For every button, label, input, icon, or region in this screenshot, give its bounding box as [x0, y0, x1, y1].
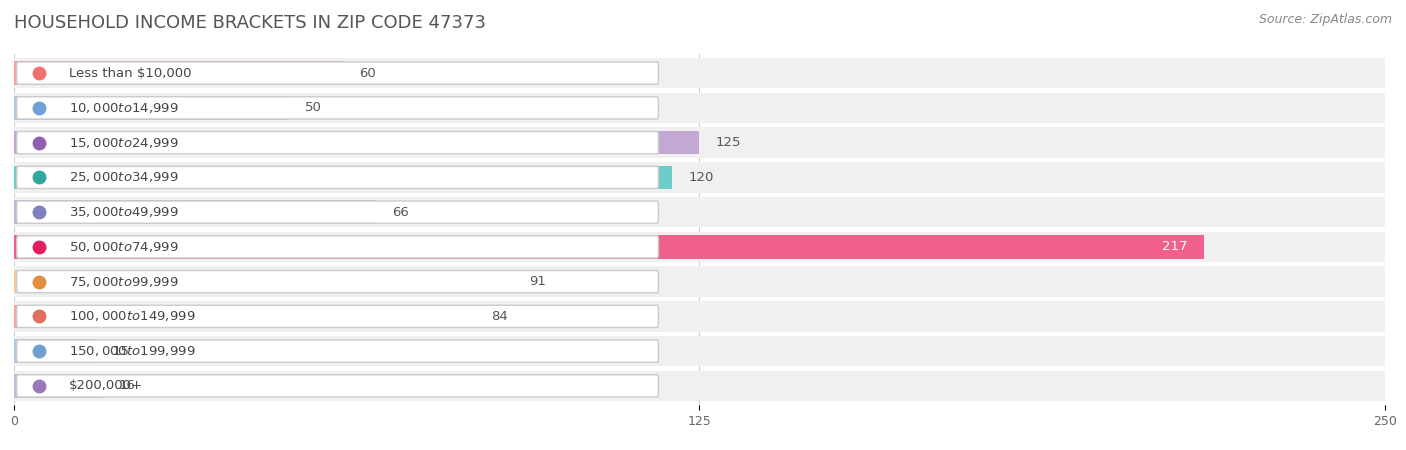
Text: 15: 15	[112, 345, 129, 358]
Text: 217: 217	[1161, 240, 1188, 253]
Bar	[14, 232, 1385, 262]
Text: 125: 125	[716, 136, 741, 149]
Text: 84: 84	[491, 310, 508, 323]
FancyBboxPatch shape	[17, 340, 658, 362]
Text: $150,000 to $199,999: $150,000 to $199,999	[69, 344, 195, 358]
Bar	[14, 197, 1385, 227]
Bar	[14, 305, 475, 328]
Text: 16: 16	[118, 379, 135, 392]
Bar	[14, 127, 1385, 158]
Bar	[14, 61, 343, 85]
Bar	[14, 93, 1385, 123]
FancyBboxPatch shape	[17, 62, 658, 84]
Bar	[14, 339, 96, 363]
Bar	[14, 371, 1385, 401]
Bar	[14, 166, 672, 189]
Text: 120: 120	[689, 171, 714, 184]
Bar	[14, 270, 513, 293]
Bar	[14, 96, 288, 120]
Text: 91: 91	[530, 275, 547, 288]
FancyBboxPatch shape	[17, 375, 658, 397]
FancyBboxPatch shape	[17, 270, 658, 293]
Text: 60: 60	[360, 67, 377, 80]
Bar	[14, 200, 375, 224]
Text: $75,000 to $99,999: $75,000 to $99,999	[69, 274, 179, 288]
FancyBboxPatch shape	[17, 201, 658, 223]
Text: 66: 66	[392, 206, 409, 219]
Text: $200,000+: $200,000+	[69, 379, 143, 392]
Text: $35,000 to $49,999: $35,000 to $49,999	[69, 205, 179, 219]
FancyBboxPatch shape	[17, 305, 658, 328]
Bar	[14, 162, 1385, 193]
Bar	[14, 235, 1204, 259]
Text: Less than $10,000: Less than $10,000	[69, 67, 191, 80]
Text: $15,000 to $24,999: $15,000 to $24,999	[69, 135, 179, 149]
Bar	[14, 58, 1385, 88]
FancyBboxPatch shape	[17, 166, 658, 189]
Bar	[14, 374, 101, 398]
Bar	[14, 301, 1385, 332]
Text: $100,000 to $149,999: $100,000 to $149,999	[69, 310, 195, 324]
Bar	[14, 266, 1385, 297]
FancyBboxPatch shape	[17, 236, 658, 258]
Text: Source: ZipAtlas.com: Source: ZipAtlas.com	[1258, 14, 1392, 27]
Text: HOUSEHOLD INCOME BRACKETS IN ZIP CODE 47373: HOUSEHOLD INCOME BRACKETS IN ZIP CODE 47…	[14, 14, 486, 32]
Text: $25,000 to $34,999: $25,000 to $34,999	[69, 171, 179, 184]
Text: $50,000 to $74,999: $50,000 to $74,999	[69, 240, 179, 254]
Text: $10,000 to $14,999: $10,000 to $14,999	[69, 101, 179, 115]
FancyBboxPatch shape	[17, 97, 658, 119]
Bar	[14, 336, 1385, 366]
Bar	[14, 131, 700, 154]
Text: 50: 50	[305, 101, 322, 114]
FancyBboxPatch shape	[17, 131, 658, 154]
